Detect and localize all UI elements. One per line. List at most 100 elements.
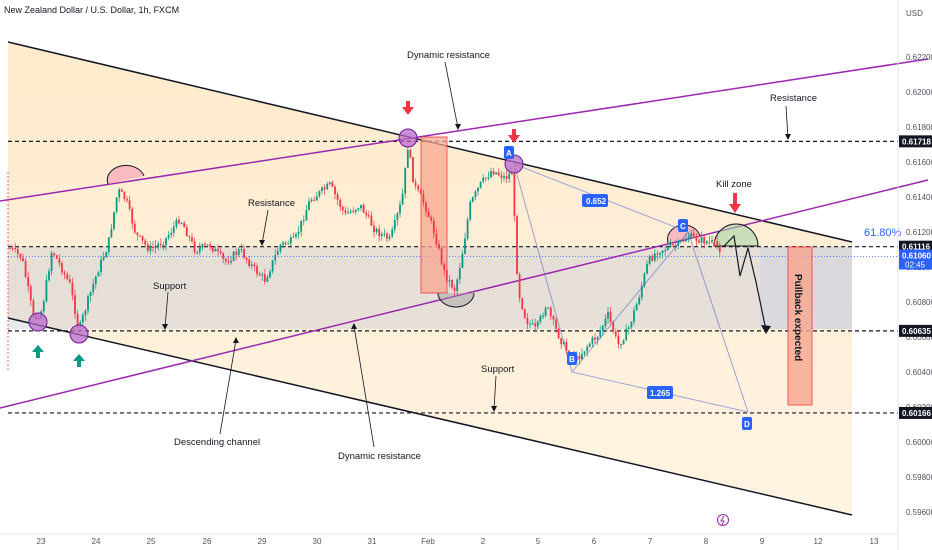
candle-body-176 (466, 219, 469, 239)
candle-body-37 (105, 252, 108, 258)
candle-body-136 (362, 204, 365, 213)
candle-body-28 (81, 315, 84, 323)
candle-body-243 (640, 285, 643, 298)
point-d-text: D (744, 420, 750, 429)
candle-body-49 (136, 232, 139, 236)
candle-body-143 (380, 233, 383, 236)
candle-body-68 (185, 227, 188, 237)
time-tick-14: 12 (814, 537, 823, 546)
candle-body-133 (354, 209, 357, 212)
candle-body-232 (612, 322, 615, 332)
time-tick-3: 26 (203, 537, 212, 546)
candle-body-79 (214, 248, 217, 252)
candle-body-260 (685, 238, 687, 242)
candle-body-210 (555, 319, 557, 329)
touch-circle-1 (28, 312, 48, 332)
candle-body-190 (503, 176, 505, 179)
candle-body-14 (45, 280, 48, 302)
time-tick-13: 9 (760, 537, 765, 546)
candle-body-135 (360, 204, 362, 209)
candle-body-107 (287, 243, 290, 245)
down-arrow-2 (508, 129, 520, 143)
candle-body-139 (370, 215, 373, 226)
ratio-badge-1-text: 0.652 (586, 197, 607, 206)
candle-body-100 (269, 271, 271, 278)
candle-body-41 (115, 197, 118, 212)
dynamic-resistance-label-bottom: Dynamic resistance (338, 451, 421, 462)
candle-body-17 (53, 253, 56, 256)
point-c-badge (678, 219, 688, 232)
candle-body-248 (653, 253, 656, 261)
projected-path (723, 234, 767, 331)
resistance-label-right: Resistance (770, 93, 817, 104)
candle-body-220 (581, 353, 583, 360)
candle-body-63 (172, 226, 175, 233)
level-label-1: 0.61116 (902, 243, 931, 252)
candle-body-273 (718, 246, 721, 252)
candle-body-48 (133, 223, 136, 233)
candle-body-201 (531, 323, 534, 325)
time-axis[interactable]: 23 24 25 26 29 30 31 Feb 2 5 6 7 8 9 12 13 (37, 537, 879, 546)
candle-body-247 (651, 256, 654, 261)
candle-body-2 (14, 248, 17, 250)
candle-body-237 (625, 328, 628, 341)
candle-body-236 (622, 340, 625, 344)
candle-body-149 (396, 213, 399, 220)
candle-body-7 (27, 277, 30, 287)
candle-body-191 (505, 176, 508, 179)
support-label-right: Support (481, 364, 515, 375)
candle-body-31 (89, 291, 92, 296)
candle-body-129 (344, 210, 347, 213)
candle-body-89 (240, 249, 243, 251)
candle-body-18 (55, 255, 58, 259)
pullback-expected-label: Pullback expected (792, 274, 803, 361)
candle-body-78 (211, 247, 214, 252)
candle-body-195 (516, 216, 518, 275)
candle-body-54 (149, 246, 152, 251)
candle-body-240 (633, 310, 635, 322)
candle-body-175 (464, 238, 466, 254)
candle-body-252 (664, 250, 667, 251)
candle-body-244 (643, 273, 646, 286)
candle-body-126 (336, 194, 339, 200)
candle-body-148 (393, 220, 396, 230)
candle-body-174 (461, 254, 464, 268)
candle-body-98 (263, 274, 266, 282)
time-tick-9: 5 (536, 537, 541, 546)
candle-body-160 (425, 202, 427, 212)
candle-body-219 (578, 355, 581, 360)
tv-logo-icon[interactable] (717, 514, 729, 526)
candle-body-91 (245, 257, 248, 260)
candle-body-137 (365, 212, 368, 216)
candle-body-1 (11, 247, 14, 249)
candle-body-76 (206, 244, 209, 246)
candle-body-73 (198, 247, 201, 252)
candle-body-265 (698, 240, 700, 243)
candle-body-101 (271, 260, 274, 272)
candle-body-97 (261, 274, 264, 276)
down-arrow-1 (402, 101, 414, 115)
candle-body-212 (560, 338, 563, 345)
time-tick-5: 30 (313, 537, 322, 546)
candle-body-250 (659, 252, 661, 255)
candle-body-82 (222, 253, 225, 259)
candle-body-132 (352, 211, 355, 213)
candle-body-16 (50, 253, 53, 271)
touch-circle-3 (398, 128, 418, 148)
candle-body-109 (292, 236, 295, 238)
candle-body-87 (235, 251, 238, 255)
candle-body-165 (438, 244, 440, 249)
candle-body-238 (627, 327, 630, 329)
candle-body-42 (118, 189, 121, 198)
candle-body-8 (29, 286, 32, 301)
candle-body-205 (542, 315, 544, 317)
candle-body-171 (453, 287, 456, 291)
